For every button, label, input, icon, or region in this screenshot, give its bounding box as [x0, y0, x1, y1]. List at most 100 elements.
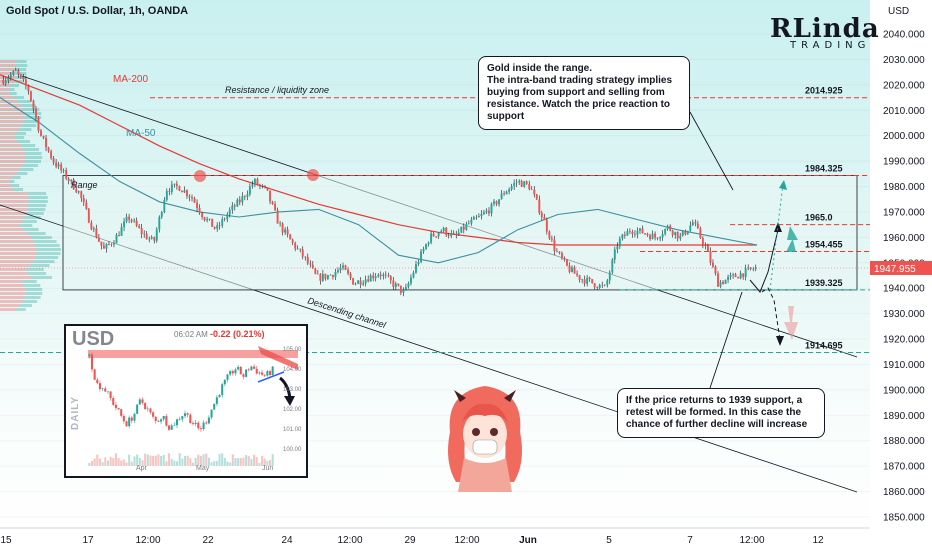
volume-profile-bar [26, 212, 44, 215]
candle-body [52, 158, 55, 163]
candle-body [120, 227, 123, 236]
candle-body [633, 233, 636, 235]
inset-volume-bar [202, 454, 205, 466]
candle-body [724, 279, 727, 284]
candle-body [19, 74, 22, 77]
price-tick-label: 1910.000 [883, 360, 925, 371]
candle-body [201, 212, 204, 218]
candle-body [344, 265, 347, 270]
volume-profile-bar [0, 212, 27, 215]
inset-volume-bar [268, 460, 272, 466]
candle-body [32, 100, 35, 110]
candle-body [379, 274, 382, 276]
candle-body [394, 283, 397, 287]
volume-profile-bar [0, 232, 28, 235]
price-tick-label: 1980.000 [883, 182, 925, 193]
inset-candle-body [125, 421, 128, 427]
inset-volume-bar [231, 454, 234, 466]
inset-candle-body [144, 402, 147, 409]
volume-profile-bar [23, 148, 40, 151]
candle-body [694, 222, 697, 224]
candle-body [626, 231, 629, 236]
candle-body [24, 79, 27, 86]
volume-profile-bar [22, 280, 37, 283]
character-eye-left [472, 428, 480, 436]
inset-candle-body [245, 369, 248, 377]
volume-profile-bar [0, 64, 17, 67]
volume-profile-bar [0, 152, 25, 155]
candle-body [339, 267, 342, 271]
candle-body [742, 273, 745, 277]
inset-volume-bar [210, 462, 213, 466]
candle-body [35, 109, 37, 118]
volume-profile-bar [33, 240, 57, 243]
candle-body [150, 237, 153, 239]
candle-body [538, 199, 541, 213]
range-box [62, 175, 858, 291]
volume-profile-bar [0, 184, 12, 187]
candle-body [475, 216, 478, 218]
inset-candle-body [271, 366, 274, 375]
inset-volume-bar [120, 460, 123, 466]
candle-body [208, 218, 211, 220]
inset-candle-body [237, 366, 240, 370]
inset-candle-body [263, 374, 266, 376]
volume-profile-bar [15, 60, 27, 63]
candle-body [347, 269, 349, 274]
inset-candle-body [242, 374, 245, 377]
inset-candle-body [268, 371, 272, 375]
candle-body [269, 190, 271, 202]
candle-body [357, 280, 360, 284]
inset-volume-bar [109, 456, 112, 466]
volume-profile-bar [0, 144, 22, 147]
inset-volume-bar [263, 458, 266, 466]
inset-candle-body [149, 408, 152, 413]
candle-body [170, 184, 173, 192]
candle-body [264, 185, 266, 188]
inset-candle-body [130, 417, 133, 421]
candle-body [684, 231, 687, 235]
inset-volume-bar [186, 455, 189, 466]
inset-volume-bar [183, 455, 187, 466]
candle-body [583, 279, 586, 284]
logo-main-text: RLinda [770, 14, 880, 44]
volume-profile-bar [0, 236, 32, 239]
inset-month-label: May [196, 465, 210, 472]
candle-body [495, 201, 498, 205]
volume-profile-bar [0, 116, 25, 119]
candle-body [352, 278, 355, 285]
candle-body [70, 179, 73, 182]
inset-price-tick: 101.00 [283, 427, 302, 433]
inset-blue-line [257, 371, 285, 383]
candle-body [311, 264, 314, 269]
candle-body [145, 233, 148, 240]
inset-volume-bar [170, 458, 173, 466]
candle-body [80, 191, 83, 199]
forecast-up-dotted-arrowhead [779, 180, 787, 190]
inset-red-triangle [258, 346, 298, 370]
candle-body [165, 191, 168, 200]
volume-profile-bar [0, 304, 20, 307]
volume-profile-bar [0, 100, 19, 103]
ma200-label: MA-200 [113, 74, 148, 85]
candle-body [130, 219, 133, 222]
candle-body [163, 199, 166, 213]
candle-body [367, 279, 370, 282]
volume-profile-bar [28, 200, 48, 203]
candle-body [709, 251, 712, 263]
candle-body [528, 183, 531, 190]
character-horn-right [504, 390, 516, 402]
inset-volume-bar [149, 455, 152, 466]
volume-profile-bar [23, 228, 39, 231]
inset-volume-bar [117, 457, 120, 466]
candle-body [752, 269, 755, 270]
inset-volume-bar [136, 454, 139, 466]
inset-volume-bar [194, 457, 197, 466]
candle-body [125, 216, 128, 222]
candle-body [329, 274, 332, 276]
candle-body [621, 234, 624, 239]
volume-profile-bar [0, 168, 21, 171]
time-axis[interactable]: 15 17 12:00 22 24 12:00 29 12:00 Jun 5 7 12:00 12 [0, 527, 870, 550]
price-tick-label: 2000.000 [883, 131, 925, 142]
